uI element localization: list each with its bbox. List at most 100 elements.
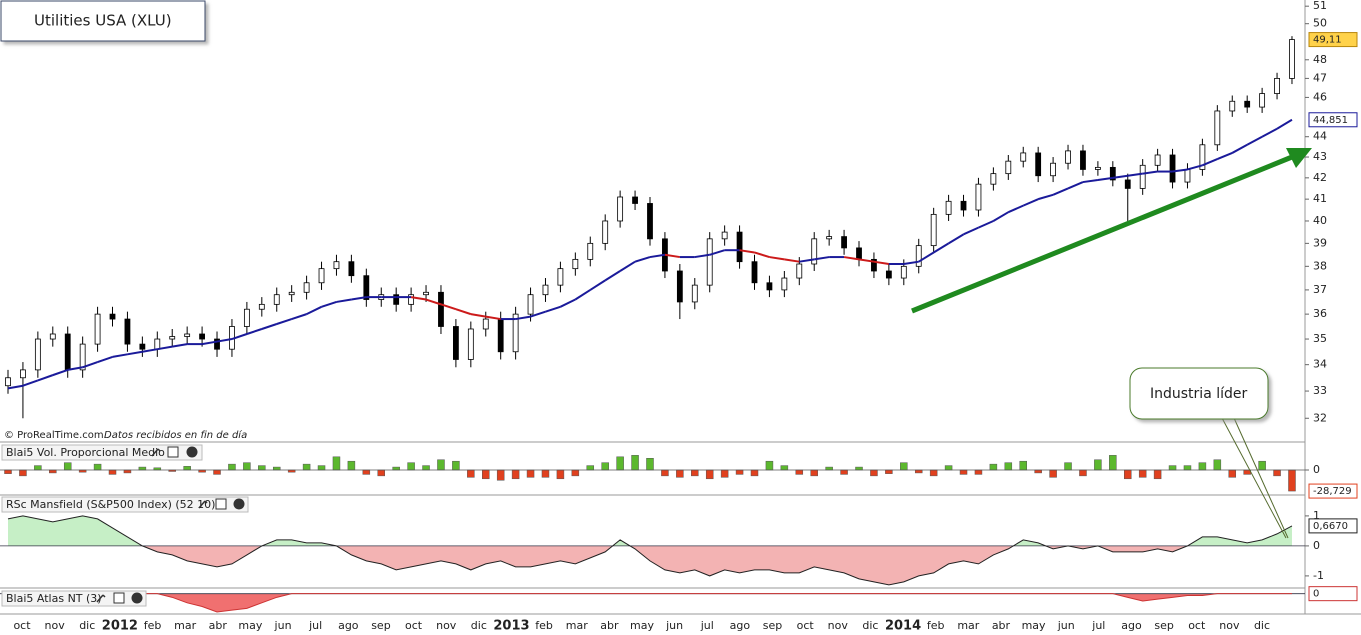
- candle-body: [139, 343, 146, 350]
- source-note: © ProRealTime.com: [4, 430, 104, 441]
- bar: [646, 458, 654, 471]
- settings-icon[interactable]: [96, 594, 106, 603]
- y-tick-label: 39: [1313, 236, 1327, 249]
- bar: [213, 469, 221, 475]
- candle-body: [960, 200, 967, 211]
- x-tick-label: oct: [797, 619, 815, 632]
- bar: [452, 460, 460, 471]
- bar: [422, 465, 430, 471]
- moving-average: [814, 256, 830, 261]
- candle-body: [751, 261, 758, 284]
- candle-body: [243, 308, 250, 327]
- candle-body: [482, 318, 489, 330]
- bar: [601, 462, 609, 471]
- bar: [123, 469, 132, 474]
- bar: [974, 469, 983, 475]
- bar: [108, 469, 117, 475]
- bar: [317, 465, 326, 471]
- candle-body: [1020, 152, 1027, 162]
- moving-average: [1052, 187, 1069, 196]
- candle-body: [214, 338, 220, 350]
- moving-average: [873, 260, 890, 265]
- x-tick-label: mar: [566, 619, 588, 632]
- indicator-line: [8, 593, 1292, 613]
- candle-body: [945, 200, 952, 215]
- x-tick-label: ago: [338, 619, 359, 632]
- y-tick-label: 51: [1313, 0, 1327, 12]
- x-tick-label: mar: [957, 619, 979, 632]
- bar: [19, 469, 27, 477]
- candle-body: [557, 268, 564, 286]
- bar: [1258, 460, 1266, 471]
- moving-average: [455, 308, 472, 316]
- bar: [661, 469, 669, 477]
- close-icon[interactable]: [186, 446, 198, 458]
- candle-body: [273, 294, 280, 305]
- candle-body: [1109, 166, 1116, 181]
- y-tick-label: 36: [1313, 307, 1327, 320]
- moving-average: [1112, 174, 1128, 179]
- bar: [720, 469, 729, 478]
- moving-average: [246, 328, 263, 335]
- moving-average: [306, 305, 322, 316]
- candle-body: [1214, 110, 1221, 146]
- x-tick-label: feb: [927, 619, 945, 632]
- moving-average: [559, 298, 576, 308]
- bar: [526, 469, 535, 478]
- data-note: Datos recibidos en fin de día: [104, 429, 247, 441]
- x-tick-label: ago: [730, 619, 751, 632]
- close-icon[interactable]: [131, 592, 143, 604]
- moving-average: [142, 348, 158, 353]
- area-fill-negative: [8, 545, 1292, 585]
- moving-average: [82, 361, 98, 369]
- bar: [1273, 469, 1281, 477]
- moving-average: [963, 226, 979, 236]
- last-value-label: 49,11: [1313, 35, 1342, 46]
- area-fill-negative: [8, 593, 1292, 612]
- x-tick-label: abr: [600, 619, 619, 632]
- panel-header: Blai5 Vol. Proporcional Medio: [1, 444, 203, 461]
- bar: [1124, 469, 1132, 480]
- last-value-box: [1308, 112, 1358, 128]
- y-tick-label: 50: [1313, 17, 1327, 30]
- bar: [914, 469, 923, 474]
- last-value-box: [1308, 483, 1358, 499]
- close-icon[interactable]: [233, 498, 245, 510]
- moving-average: [470, 313, 486, 318]
- window-icon[interactable]: [167, 446, 179, 458]
- x-tick-label: jul: [700, 619, 714, 632]
- candle-body: [1244, 100, 1251, 108]
- candle-body: [64, 333, 71, 371]
- bar: [944, 465, 953, 471]
- moving-average: [231, 333, 248, 340]
- moving-average: [1216, 152, 1233, 161]
- bar: [437, 459, 445, 471]
- bar: [482, 469, 490, 480]
- moving-average: [291, 313, 307, 321]
- indicator-line: [7, 515, 1293, 586]
- x-tick-label: jun: [274, 619, 292, 632]
- window-icon[interactable]: [215, 498, 227, 510]
- candle-body: [20, 369, 26, 379]
- candle-body: [572, 258, 579, 270]
- moving-average: [52, 368, 69, 377]
- settings-icon[interactable]: [151, 448, 161, 457]
- bar: [496, 469, 505, 481]
- moving-average: [843, 256, 860, 261]
- candle-body: [1289, 39, 1295, 79]
- x-tick-label: nov: [1219, 619, 1240, 632]
- moving-average: [1007, 204, 1024, 214]
- window-icon[interactable]: [113, 592, 125, 604]
- panel-title: Blai5 Vol. Proporcional Medio: [6, 446, 165, 459]
- candle-body: [124, 318, 131, 345]
- candle-body: [826, 236, 833, 240]
- last-value-label: 44,851: [1313, 115, 1348, 126]
- x-tick-label: oct: [13, 619, 31, 632]
- x-tick-label: abr: [209, 619, 228, 632]
- x-tick-label: oct: [405, 619, 423, 632]
- settings-icon[interactable]: [198, 500, 208, 509]
- y-tick-label: 0: [1313, 539, 1320, 552]
- candle-body: [1259, 93, 1266, 108]
- x-tick-label: may: [238, 619, 262, 632]
